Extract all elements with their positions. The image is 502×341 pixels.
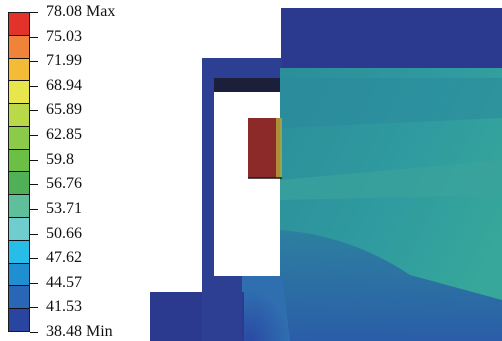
legend-label: 38.48 Min (46, 323, 113, 340)
hotspot-edge (276, 118, 282, 178)
legend-tick (30, 61, 38, 63)
legend-swatch (9, 104, 29, 127)
top-block (281, 8, 502, 68)
green-stripe (280, 160, 502, 200)
legend-label: 75.03 (46, 27, 82, 45)
legend-tick (30, 307, 38, 309)
base-mid (202, 276, 242, 341)
legend-label: 47.62 (46, 249, 82, 267)
legend-tick (30, 258, 38, 260)
legend-swatch (9, 126, 29, 150)
legend-label: 62.85 (46, 126, 82, 144)
legend-tick (30, 135, 38, 137)
legend-tick (30, 110, 38, 112)
legend-swatch (9, 218, 29, 241)
legend-label: 50.66 (46, 224, 82, 242)
legend-tick (30, 233, 38, 235)
legend-label: 59.8 (46, 150, 74, 168)
lower-blue-zone (280, 230, 502, 341)
legend-color-bar (8, 12, 30, 332)
legend-tick (30, 159, 38, 161)
upper-teal (280, 78, 502, 128)
legend-label: 56.76 (46, 175, 82, 193)
legend-tick (30, 332, 38, 333)
legend-swatch (9, 309, 29, 331)
legend-label: 41.53 (46, 298, 82, 316)
legend-label: 68.94 (46, 76, 82, 94)
legend-tick (30, 85, 38, 87)
legend-tick (30, 12, 38, 13)
legend-swatch (9, 149, 29, 173)
legend-swatch (9, 58, 29, 82)
legend-swatch (9, 195, 29, 219)
legend-tick (30, 184, 38, 186)
legend-swatch (9, 81, 29, 105)
legend-swatch (9, 286, 29, 310)
legend-swatch (9, 240, 29, 264)
color-legend: 78.08 Max 75.03 71.99 68.94 65.89 62.85 59.8 56… (0, 0, 150, 341)
legend-label: 44.57 (46, 273, 82, 291)
legend-label: 78.08 Max (46, 3, 116, 20)
contour-plot (150, 0, 502, 341)
hotspot-block (248, 118, 280, 178)
black-band (214, 78, 282, 92)
legend-tick (30, 208, 38, 210)
legend-label: 71.99 (46, 52, 82, 70)
legend-swatch (9, 35, 29, 59)
legend-label: 53.71 (46, 199, 82, 217)
legend-label: 65.89 (46, 101, 82, 119)
legend-swatch (9, 172, 29, 196)
legend-tick (30, 36, 38, 38)
lower-left-zone (240, 276, 290, 341)
legend-swatch (9, 263, 29, 287)
legend-swatch (9, 13, 29, 36)
contour-canvas (150, 8, 502, 341)
legend-tick (30, 282, 38, 284)
